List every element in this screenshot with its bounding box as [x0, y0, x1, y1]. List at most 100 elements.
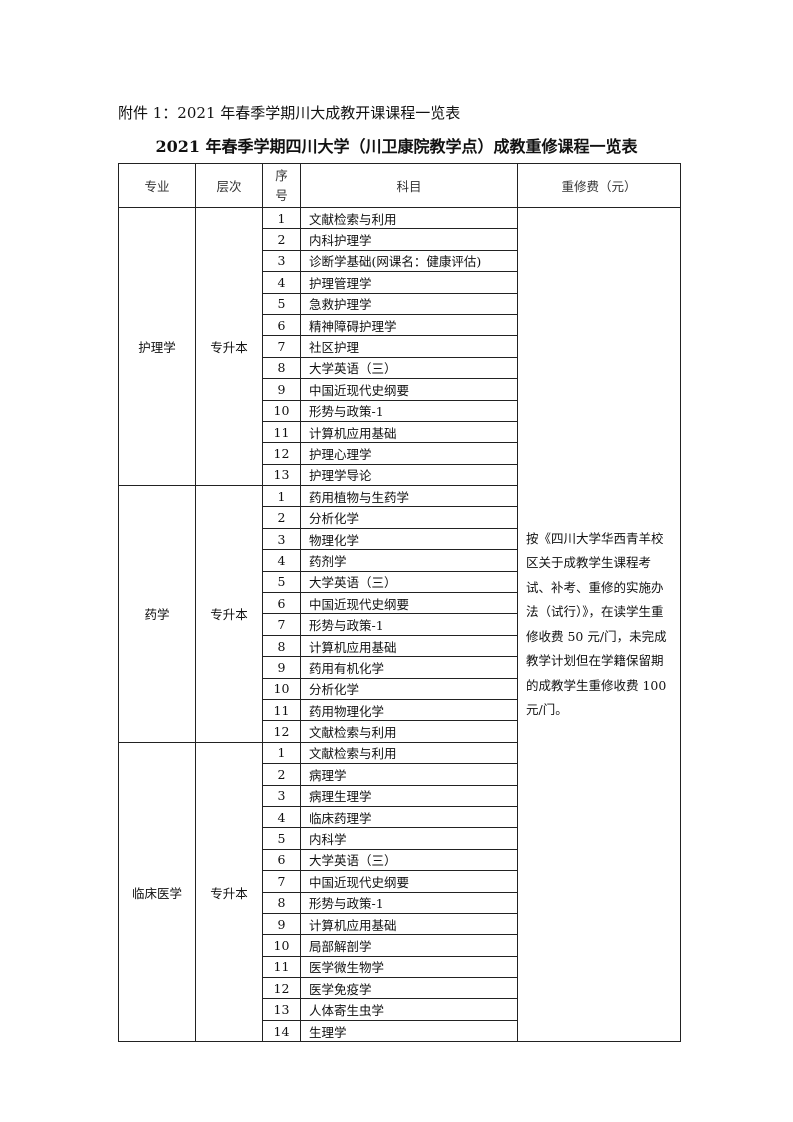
- table-row: 3 诊断学基础(网课名：健康评估): [119, 249, 681, 273]
- seq-cell: 2: [262, 763, 301, 786]
- course-cell: 诊断学基础(网课名：健康评估): [300, 249, 518, 273]
- course-cell: 病理学: [300, 763, 518, 786]
- course-cell: 精神障碍护理学: [300, 313, 518, 337]
- course-cell: 中国近现代史纲要: [300, 870, 518, 893]
- level-cell: 专升本: [195, 206, 263, 487]
- table-row: 药学 专升本 1 药用植物与生药学: [118, 485, 681, 743]
- table-row: 13 人体寄生虫学: [119, 998, 681, 1021]
- course-cell: 计算机应用基础: [300, 634, 518, 658]
- course-cell: 药用物理化学: [300, 698, 518, 722]
- major-cell: 护理学: [118, 206, 196, 487]
- course-cell: 物理化学: [300, 527, 518, 551]
- header-level: 层次: [195, 163, 263, 208]
- seq-cell: 12: [262, 720, 301, 743]
- course-cell: 药剂学: [300, 549, 518, 572]
- seq-cell: 6: [262, 848, 301, 872]
- table-row: 9 计算机应用基础: [119, 912, 681, 936]
- header-major: 专业: [118, 163, 196, 208]
- header-seq: 序号: [262, 163, 301, 208]
- table-row: 10 形势与政策-1: [119, 399, 681, 422]
- course-cell: 局部解剖学: [300, 934, 518, 957]
- seq-cell: 9: [262, 912, 301, 936]
- seq-cell: 1: [262, 741, 301, 765]
- seq-cell: 12: [262, 442, 301, 465]
- seq-cell: 8: [262, 356, 301, 380]
- course-cell: 内科护理学: [300, 228, 518, 251]
- level-cell: 专升本: [195, 485, 263, 743]
- seq-cell: 14: [262, 1019, 301, 1043]
- course-cell: 形势与政策-1: [300, 613, 518, 636]
- seq-cell: 3: [262, 784, 301, 807]
- seq-cell: 7: [262, 335, 301, 358]
- header-fee: 重修费（元）: [517, 163, 681, 208]
- course-cell: 护理学导论: [300, 463, 518, 487]
- seq-cell: 4: [262, 549, 301, 572]
- table-row: 4 药剂学: [119, 549, 681, 572]
- course-cell: 文献检索与利用: [300, 206, 518, 230]
- course-cell: 大学英语（三）: [300, 356, 518, 380]
- table-row: 14 生理学: [119, 1019, 681, 1043]
- seq-cell: 6: [262, 592, 301, 615]
- seq-cell: 8: [262, 891, 301, 914]
- table-row: 8 形势与政策-1: [119, 891, 681, 914]
- seq-cell: 2: [262, 506, 301, 529]
- header-seq-line2: 号: [275, 187, 288, 203]
- table-row: 4 临床药理学: [119, 805, 681, 829]
- course-cell: 医学微生物学: [300, 955, 518, 979]
- course-cell: 中国近现代史纲要: [300, 378, 518, 401]
- table-row: 2 分析化学: [119, 506, 681, 529]
- table-row: 5 大学英语（三）: [119, 570, 681, 594]
- seq-cell: 13: [262, 998, 301, 1021]
- seq-cell: 1: [262, 485, 301, 508]
- course-cell: 临床药理学: [300, 805, 518, 829]
- seq-cell: 7: [262, 613, 301, 636]
- seq-cell: 3: [262, 249, 301, 273]
- course-cell: 药用植物与生药学: [300, 485, 518, 508]
- table-row: 6 精神障碍护理学: [119, 313, 681, 337]
- table-row: 5 内科学: [119, 827, 681, 850]
- seq-cell: 5: [262, 292, 301, 315]
- seq-cell: 9: [262, 656, 301, 679]
- attachment-title: 附件 1：2021 年春季学期川大成教开课课程一览表: [118, 104, 461, 122]
- header-row: 专业 层次 序号 科目 重修费（元）: [118, 163, 681, 208]
- course-cell: 人体寄生虫学: [300, 998, 518, 1021]
- table-row: 11 计算机应用基础: [119, 420, 681, 444]
- seq-cell: 5: [262, 570, 301, 594]
- table-row: 8 计算机应用基础: [119, 634, 681, 658]
- course-cell: 分析化学: [300, 506, 518, 529]
- course-cell: 护理管理学: [300, 271, 518, 294]
- course-table: 专业 层次 序号 科目 重修费（元） 护理学 专升本 1 文献检索与利用 按《四川大学华…: [118, 163, 681, 1043]
- table-row: 12 医学免疫学: [119, 977, 681, 1000]
- course-cell: 急救护理学: [300, 292, 518, 315]
- level-cell: 专升本: [195, 741, 263, 1043]
- header-seq-line1: 序: [275, 167, 288, 183]
- course-cell: 分析化学: [300, 677, 518, 700]
- course-cell: 计算机应用基础: [300, 420, 518, 444]
- course-cell: 药用有机化学: [300, 656, 518, 679]
- table-row: 11 药用物理化学: [119, 698, 681, 722]
- table-row: 3 物理化学: [119, 527, 681, 551]
- seq-cell: 11: [262, 955, 301, 979]
- seq-cell: 1: [262, 206, 301, 230]
- course-cell: 大学英语（三）: [300, 570, 518, 594]
- table-row: 10 局部解剖学: [119, 934, 681, 957]
- course-cell: 计算机应用基础: [300, 912, 518, 936]
- table-row: 6 大学英语（三）: [119, 848, 681, 872]
- seq-cell: 10: [262, 677, 301, 700]
- course-cell: 社区护理: [300, 335, 518, 358]
- seq-cell: 3: [262, 527, 301, 551]
- seq-cell: 5: [262, 827, 301, 850]
- seq-cell: 13: [262, 463, 301, 487]
- seq-cell: 4: [262, 805, 301, 829]
- major-cell: 临床医学: [118, 741, 196, 1043]
- seq-cell: 8: [262, 634, 301, 658]
- table-title: 2021 年春季学期四川大学（川卫康院教学点）成教重修课程一览表: [155, 137, 638, 156]
- seq-cell: 9: [262, 378, 301, 401]
- course-cell: 文献检索与利用: [300, 741, 518, 765]
- seq-cell: 7: [262, 870, 301, 893]
- course-cell: 生理学: [300, 1019, 518, 1043]
- header-course: 科目: [300, 163, 518, 208]
- course-cell: 病理生理学: [300, 784, 518, 807]
- seq-cell: 11: [262, 420, 301, 444]
